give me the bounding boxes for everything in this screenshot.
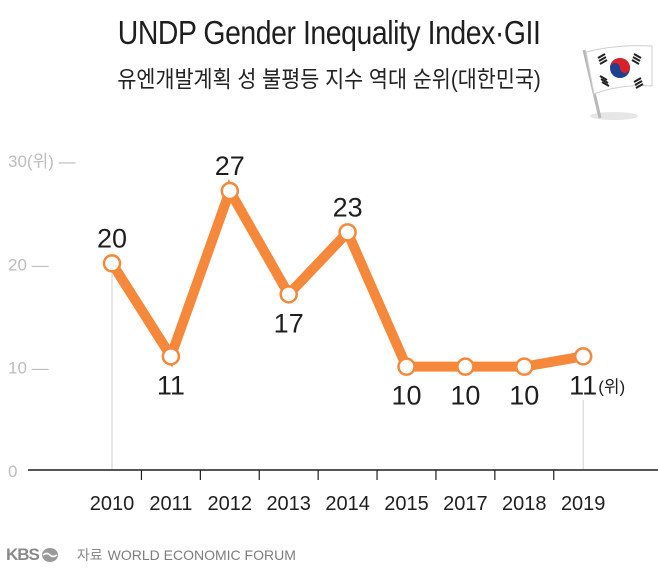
source-name: WORLD ECONOMIC FORUM xyxy=(107,547,296,563)
data-point xyxy=(456,357,475,376)
data-label: 10 xyxy=(391,381,421,411)
y-tick-label: 10 — xyxy=(8,359,49,378)
data-label: 11 xyxy=(569,370,597,400)
x-tick-label: 2018 xyxy=(502,493,547,515)
data-label-unit: (위) xyxy=(598,377,625,396)
data-label: 11 xyxy=(157,370,185,400)
kbs-logo-icon xyxy=(41,548,58,562)
data-point xyxy=(161,347,181,366)
south-korea-flag-icon xyxy=(582,45,653,120)
data-point xyxy=(515,357,534,376)
x-tick-label: 2012 xyxy=(208,493,253,515)
x-tick-label: 2017 xyxy=(443,493,488,515)
x-tick-label: 2010 xyxy=(90,493,135,515)
data-point xyxy=(220,181,240,201)
y-tick-label: 20 — xyxy=(8,255,49,274)
source-note: 자료 WORLD ECONOMIC FORUM xyxy=(77,545,296,565)
data-point xyxy=(102,254,122,273)
data-point xyxy=(279,285,298,304)
x-tick-label: 2013 xyxy=(266,493,311,515)
data-label: 10 xyxy=(450,381,480,411)
source-label: 자료 xyxy=(76,547,103,563)
data-point xyxy=(573,347,593,366)
chart-subtitle: 유엔개발계획 성 불평등 지수 역대 순위(대한민국) xyxy=(117,66,541,92)
data-label: 10 xyxy=(509,381,539,411)
x-tick-label: 2015 xyxy=(384,493,429,515)
x-tick-label: 2011 xyxy=(149,493,192,515)
footer: KBS 자료 WORLD ECONOMIC FORUM xyxy=(6,545,296,565)
data-label: 20 xyxy=(97,223,127,253)
y-tick-label: 0 xyxy=(8,462,17,481)
kbs-logo-text: KBS xyxy=(6,545,40,564)
x-tick-label: 2019 xyxy=(561,493,606,515)
data-point xyxy=(397,357,416,376)
chart-title: UNDP Gender Inequality Index·GII xyxy=(117,14,541,51)
data-label: 17 xyxy=(274,308,304,338)
x-tick-label: 2014 xyxy=(325,493,370,515)
data-point xyxy=(338,223,357,242)
data-label: 23 xyxy=(333,192,363,222)
y-tick-label: 30(위) — xyxy=(8,152,76,171)
data-label: 27 xyxy=(215,151,245,181)
